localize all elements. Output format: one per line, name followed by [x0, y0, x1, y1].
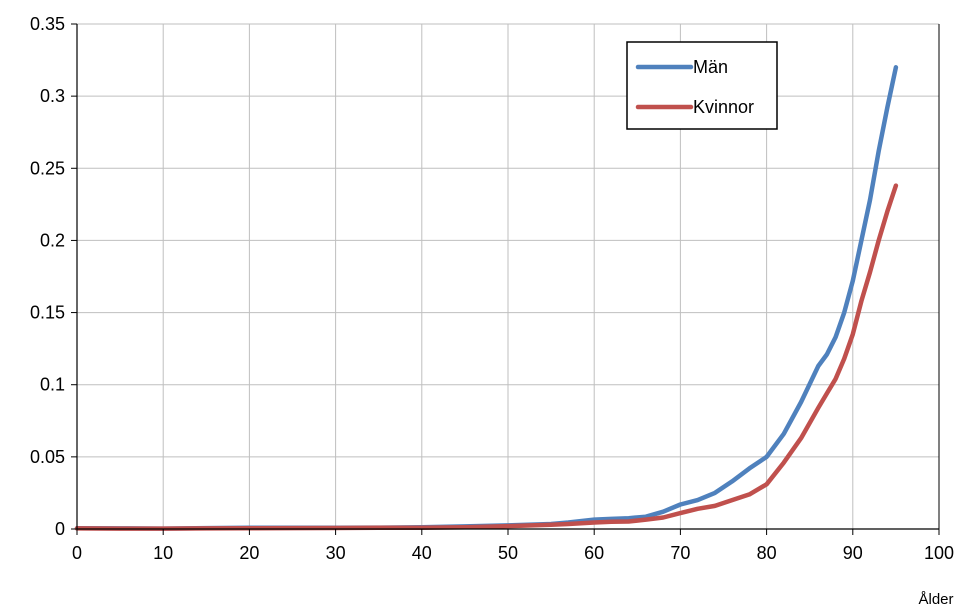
y-tick-label: 0.25	[30, 158, 65, 178]
y-tick-label: 0.05	[30, 447, 65, 467]
y-tick-label: 0	[55, 519, 65, 539]
legend-box	[626, 41, 778, 130]
series-lines	[74, 65, 899, 531]
series-line-1	[74, 183, 899, 531]
legend-label-kvinnor: Kvinnor	[693, 97, 754, 117]
y-tick-label: 0.2	[40, 230, 65, 250]
x-tick-label: 80	[757, 543, 777, 563]
x-tick-label: 100	[924, 543, 954, 563]
y-tick-label: 0.15	[30, 303, 65, 323]
legend-label-man: Män	[693, 57, 728, 77]
y-tick-label: 0.35	[30, 14, 65, 34]
x-tick-label: 60	[584, 543, 604, 563]
x-tick-label: 90	[843, 543, 863, 563]
x-tick-label: 50	[498, 543, 518, 563]
x-tick-label: 70	[670, 543, 690, 563]
legend: Män Kvinnor	[626, 41, 778, 130]
x-tick-label: 10	[153, 543, 173, 563]
x-tick-label: 20	[239, 543, 259, 563]
axes	[71, 23, 940, 535]
x-axis-title: Ålder	[918, 591, 953, 608]
x-tick-label: 40	[412, 543, 432, 563]
y-tick-label: 0.1	[40, 375, 65, 395]
x-tick-label: 30	[326, 543, 346, 563]
x-tick-label: 0	[72, 543, 82, 563]
tick-labels: 0 10 20 30 40 50 60 70 80 90 100 0 0.05 0.1 0.15 0.2 0.2…	[30, 14, 954, 563]
y-tick-label: 0.3	[40, 86, 65, 106]
